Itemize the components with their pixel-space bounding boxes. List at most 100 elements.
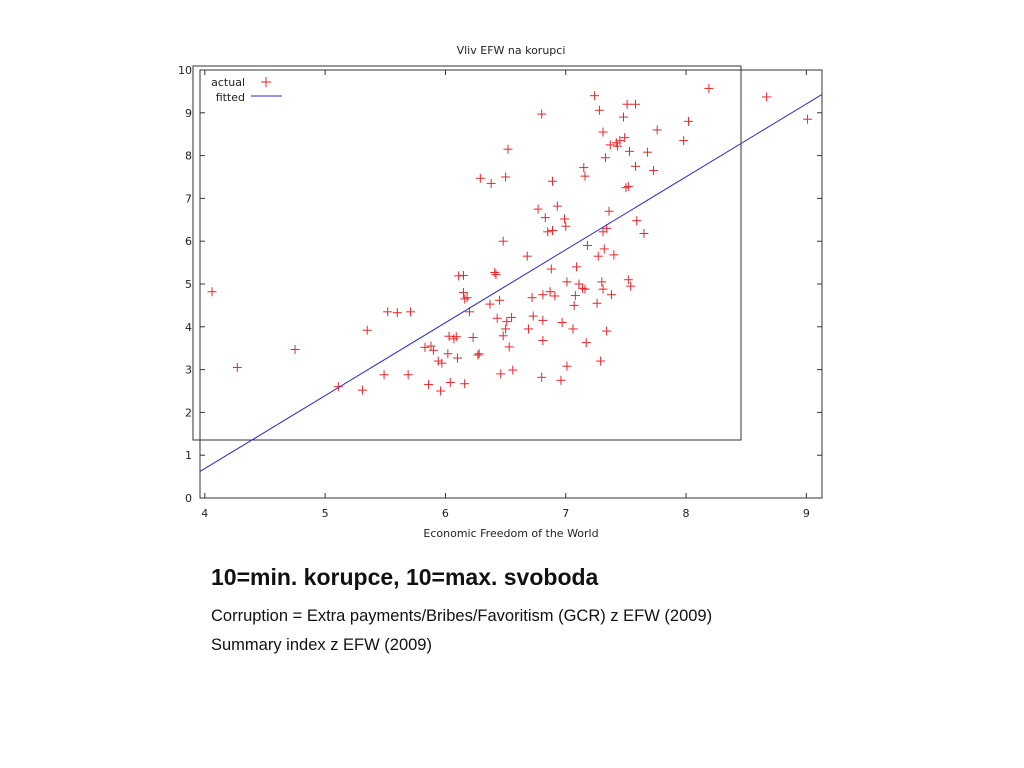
data-point: [598, 127, 608, 137]
data-point: [606, 290, 616, 300]
data-point: [498, 236, 508, 246]
data-point: [464, 307, 474, 317]
data-point: [468, 333, 478, 342]
data-point: [574, 279, 584, 289]
y-tick-label: 4: [185, 321, 192, 334]
x-tick-label: 7: [562, 507, 569, 520]
data-point: [528, 311, 538, 321]
y-tick-label: 0: [185, 492, 192, 505]
data-point: [560, 214, 570, 224]
data-point: [496, 369, 506, 379]
data-point: [597, 277, 607, 287]
data-point: [504, 342, 514, 352]
data-point: [426, 341, 436, 351]
data-point: [501, 172, 511, 182]
data-point: [503, 144, 513, 154]
fitted-line: [199, 93, 823, 472]
data-point: [449, 334, 459, 344]
data-point: [486, 178, 496, 188]
slide-heading: 10=min. korupce, 10=max. svoboda: [211, 564, 599, 590]
data-point: [621, 183, 631, 193]
data-point: [433, 356, 443, 366]
data-point: [626, 281, 636, 291]
data-point: [679, 136, 689, 146]
data-point: [379, 370, 389, 380]
data-point: [625, 146, 635, 156]
data-point: [290, 344, 300, 354]
data-point: [562, 277, 572, 287]
data-point: [492, 313, 502, 323]
data-point: [609, 250, 619, 260]
data-point: [600, 153, 610, 163]
data-point: [490, 267, 500, 277]
data-point: [556, 375, 566, 385]
y-tick-label: 1: [185, 449, 192, 462]
x-tick-label: 4: [201, 507, 208, 520]
data-point: [428, 345, 438, 355]
data-point: [568, 324, 578, 334]
data-point: [420, 342, 430, 352]
chart-title: Vliv EFW na korupci: [457, 44, 566, 57]
data-point: [548, 226, 558, 235]
data-point: [538, 335, 548, 345]
actual-points: [207, 83, 813, 396]
data-point: [604, 206, 614, 216]
data-point: [403, 370, 413, 380]
data-point: [523, 324, 533, 334]
data-point: [501, 324, 511, 334]
data-point: [495, 295, 505, 305]
axes: 4 5 6 7 8 9 0 1 2 3 4 5 6 7 8 9 10: [178, 64, 823, 520]
data-point: [333, 382, 343, 392]
data-point: [436, 386, 446, 396]
data-point: [615, 136, 625, 146]
data-point: [475, 173, 485, 183]
data-point: [460, 294, 470, 304]
y-tick-label: 3: [185, 364, 192, 377]
data-point: [443, 349, 453, 359]
data-point: [498, 331, 508, 341]
data-point: [596, 356, 606, 366]
data-point: [460, 379, 470, 389]
data-point: [620, 133, 630, 143]
data-point: [232, 362, 242, 372]
data-point: [562, 361, 572, 371]
data-point: [561, 221, 571, 231]
data-point: [557, 318, 567, 328]
data-point: [581, 338, 591, 348]
y-tick-label: 9: [185, 107, 192, 120]
data-point: [631, 161, 641, 171]
data-point: [552, 201, 562, 211]
y-tick-label: 8: [185, 150, 192, 163]
data-point: [362, 325, 372, 335]
data-point: [623, 275, 633, 285]
data-point: [704, 83, 714, 93]
data-point: [538, 315, 548, 325]
data-point: [580, 284, 590, 294]
data-point: [622, 99, 632, 109]
data-point: [508, 365, 518, 375]
x-tick-label: 6: [442, 507, 449, 520]
data-point: [590, 91, 600, 101]
data-point: [582, 240, 592, 250]
data-point: [639, 228, 649, 238]
data-point: [618, 112, 628, 122]
data-point: [527, 293, 537, 303]
data-point: [507, 312, 517, 322]
data-point: [458, 288, 468, 298]
data-point: [593, 251, 603, 261]
data-point: [570, 291, 580, 301]
data-point: [383, 307, 393, 317]
x-tick-label: 5: [322, 507, 329, 520]
data-point: [578, 283, 588, 293]
data-point: [649, 166, 659, 176]
data-point: [473, 350, 483, 360]
data-point: [592, 298, 602, 308]
data-point: [445, 377, 455, 387]
x-axis-label: Economic Freedom of the World: [423, 527, 598, 540]
data-point: [537, 372, 547, 382]
data-point: [437, 358, 447, 368]
data-point: [612, 141, 622, 151]
data-point: [485, 299, 495, 309]
plot-border: [199, 69, 823, 499]
legend: actual fitted: [211, 76, 282, 104]
